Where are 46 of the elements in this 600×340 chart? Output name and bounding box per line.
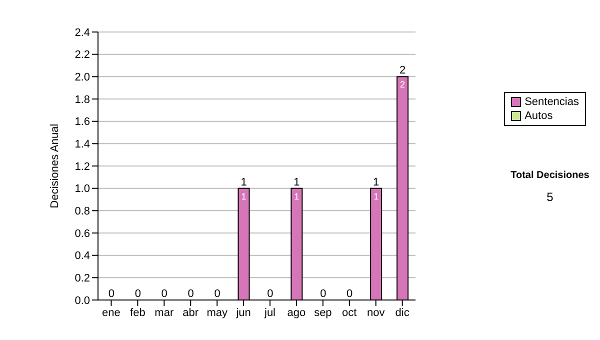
data-label: 1 [374, 191, 379, 202]
total-label: 0 [320, 288, 326, 300]
total-label: 1 [373, 176, 380, 188]
x-tick-label: nov [366, 306, 386, 319]
total-label: 0 [108, 288, 114, 300]
y-tick-label: 0.6 [74, 228, 90, 240]
legend-label: Sentencias [524, 95, 579, 109]
y-tick-label: 0.8 [74, 206, 90, 218]
total-label: 0 [346, 288, 353, 300]
y-tick-label: 0.0 [74, 294, 90, 307]
total-label: 1 [240, 176, 247, 188]
y-tick-label: 1.2 [74, 160, 90, 173]
x-tick-label: jun [235, 306, 251, 319]
total-label: 0 [214, 288, 220, 300]
text: 5 [546, 190, 554, 204]
data-label: 1 [294, 191, 300, 202]
legend-label: Autos [524, 109, 553, 123]
x-tick-label: ene [102, 306, 120, 319]
x-tick-label: mar [154, 306, 174, 319]
x-tick-label: dic [395, 306, 410, 319]
total-label: 0 [188, 288, 194, 300]
y-axis-title: Decisiones Anual [48, 124, 61, 208]
y-tick-label: 0.2 [74, 272, 90, 285]
y-tick-label: 1.8 [74, 94, 90, 106]
y-tick-label: 1.4 [74, 138, 90, 151]
y-tick-label: 2.0 [74, 72, 90, 84]
x-tick-label: may [206, 306, 228, 319]
y-tick-label: 0.4 [74, 250, 90, 262]
y-tick-label: 2.4 [74, 26, 90, 39]
data-label: 2 [400, 80, 406, 90]
total-label: 1 [294, 176, 300, 188]
total-label: 0 [161, 288, 168, 300]
y-tick-label: 1.6 [74, 116, 90, 128]
total-label: 0 [267, 288, 274, 300]
x-tick-label: feb [130, 306, 146, 319]
x-tick-label: sep [314, 306, 332, 319]
x-tick-label: oct [342, 306, 357, 319]
x-tick-label: ago [287, 306, 306, 319]
x-tick-label: jul [264, 306, 276, 319]
y-tick-label: 1.0 [74, 183, 90, 196]
data-label: 1 [241, 191, 246, 202]
x-tick-label: abr [182, 306, 199, 319]
text: Total Decisiones [510, 170, 590, 181]
total-label: 0 [134, 288, 141, 300]
y-tick-label: 2.2 [74, 49, 90, 62]
total-label: 2 [399, 64, 406, 77]
